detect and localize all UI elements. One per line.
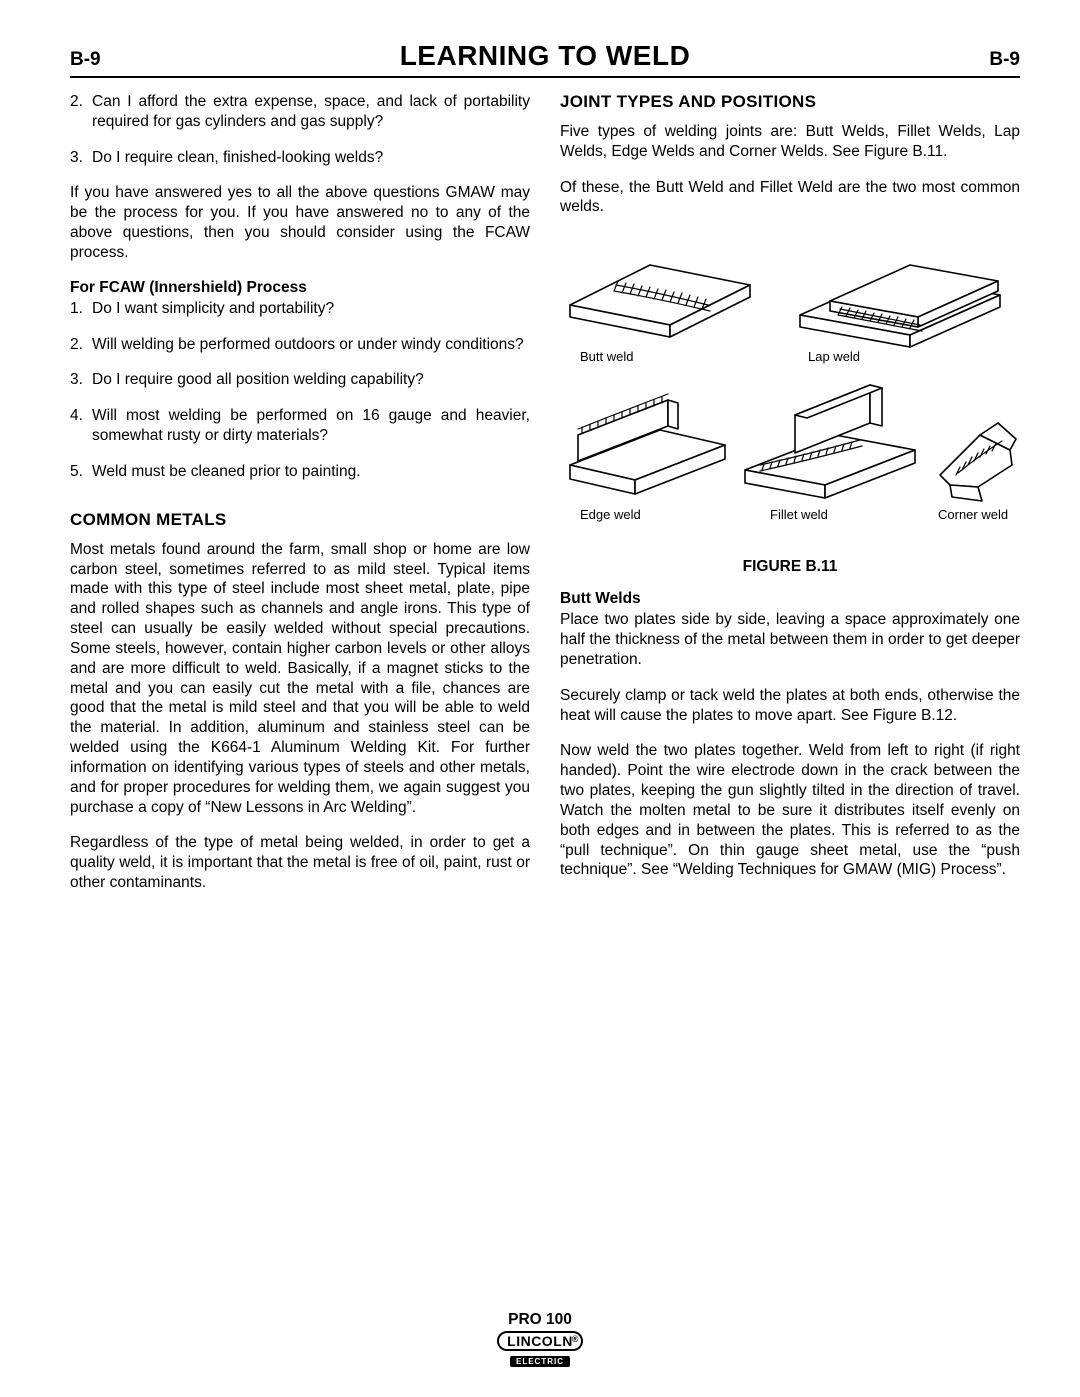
butt-welds-paragraph-3: Now weld the two plates together. Weld f… bbox=[560, 741, 1020, 880]
list-item: Can I afford the extra expense, space, a… bbox=[70, 92, 530, 132]
gmaw-paragraph: If you have answered yes to all the abov… bbox=[70, 183, 530, 262]
content-columns: Can I afford the extra expense, space, a… bbox=[70, 92, 1020, 909]
lincoln-electric-tab: ELECTRIC bbox=[510, 1356, 570, 1367]
lincoln-logo-text: LINCOLN bbox=[507, 1333, 573, 1349]
joint-types-paragraph-2: Of these, the Butt Weld and Fillet Weld … bbox=[560, 178, 1020, 218]
left-column: Can I afford the extra expense, space, a… bbox=[70, 92, 530, 909]
butt-welds-subheading: Butt Welds bbox=[560, 590, 1020, 608]
common-metals-paragraph-1: Most metals found around the farm, small… bbox=[70, 540, 530, 818]
fillet-weld-icon bbox=[745, 385, 915, 498]
list-item: Do I require clean, finished-looking wel… bbox=[70, 148, 530, 168]
list-item: Weld must be cleaned prior to painting. bbox=[70, 462, 530, 482]
fcaw-subheading: For FCAW (Innershield) Process bbox=[70, 279, 530, 297]
butt-welds-paragraph-1: Place two plates side by side, leaving a… bbox=[560, 610, 1020, 669]
list-item: Will welding be performed outdoors or un… bbox=[70, 335, 530, 355]
page-number-right: B-9 bbox=[989, 49, 1020, 71]
weld-types-diagram: Butt weld Lap weld Edge weld Fillet weld… bbox=[560, 235, 1020, 535]
list-item: Do I want simplicity and portability? bbox=[70, 299, 530, 319]
page-footer: PRO 100 LINCOLN ® ELECTRIC bbox=[0, 1311, 1080, 1369]
corner-weld-icon bbox=[940, 423, 1016, 501]
list-item: Will most welding be performed on 16 gau… bbox=[70, 406, 530, 446]
lap-weld-icon bbox=[800, 265, 1000, 347]
footer-model: PRO 100 bbox=[0, 1311, 1080, 1329]
gmaw-question-list-continued: Can I afford the extra expense, space, a… bbox=[70, 92, 530, 167]
page-title: LEARNING TO WELD bbox=[400, 40, 691, 72]
edge-weld-icon bbox=[570, 394, 725, 494]
registered-icon: ® bbox=[572, 1335, 579, 1344]
page-number-left: B-9 bbox=[70, 49, 101, 71]
butt-weld-label: Butt weld bbox=[580, 349, 633, 364]
figure-b11: Butt weld Lap weld Edge weld Fillet weld… bbox=[560, 235, 1020, 540]
joint-types-paragraph-1: Five types of welding joints are: Butt W… bbox=[560, 122, 1020, 162]
page-header: B-9 LEARNING TO WELD B-9 bbox=[70, 40, 1020, 78]
corner-weld-label: Corner weld bbox=[938, 507, 1008, 522]
lincoln-logo: LINCOLN ® bbox=[497, 1331, 583, 1351]
list-item: Do I require good all position welding c… bbox=[70, 370, 530, 390]
butt-weld-icon bbox=[570, 265, 750, 337]
fcaw-question-list: Do I want simplicity and portability? Wi… bbox=[70, 299, 530, 482]
common-metals-paragraph-2: Regardless of the type of metal being we… bbox=[70, 833, 530, 892]
common-metals-heading: COMMON METALS bbox=[70, 510, 530, 530]
edge-weld-label: Edge weld bbox=[580, 507, 641, 522]
lap-weld-label: Lap weld bbox=[808, 349, 860, 364]
fillet-weld-label: Fillet weld bbox=[770, 507, 828, 522]
butt-welds-paragraph-2: Securely clamp or tack weld the plates a… bbox=[560, 686, 1020, 726]
joint-types-heading: JOINT TYPES AND POSITIONS bbox=[560, 92, 1020, 112]
figure-caption: FIGURE B.11 bbox=[560, 558, 1020, 576]
right-column: JOINT TYPES AND POSITIONS Five types of … bbox=[560, 92, 1020, 909]
